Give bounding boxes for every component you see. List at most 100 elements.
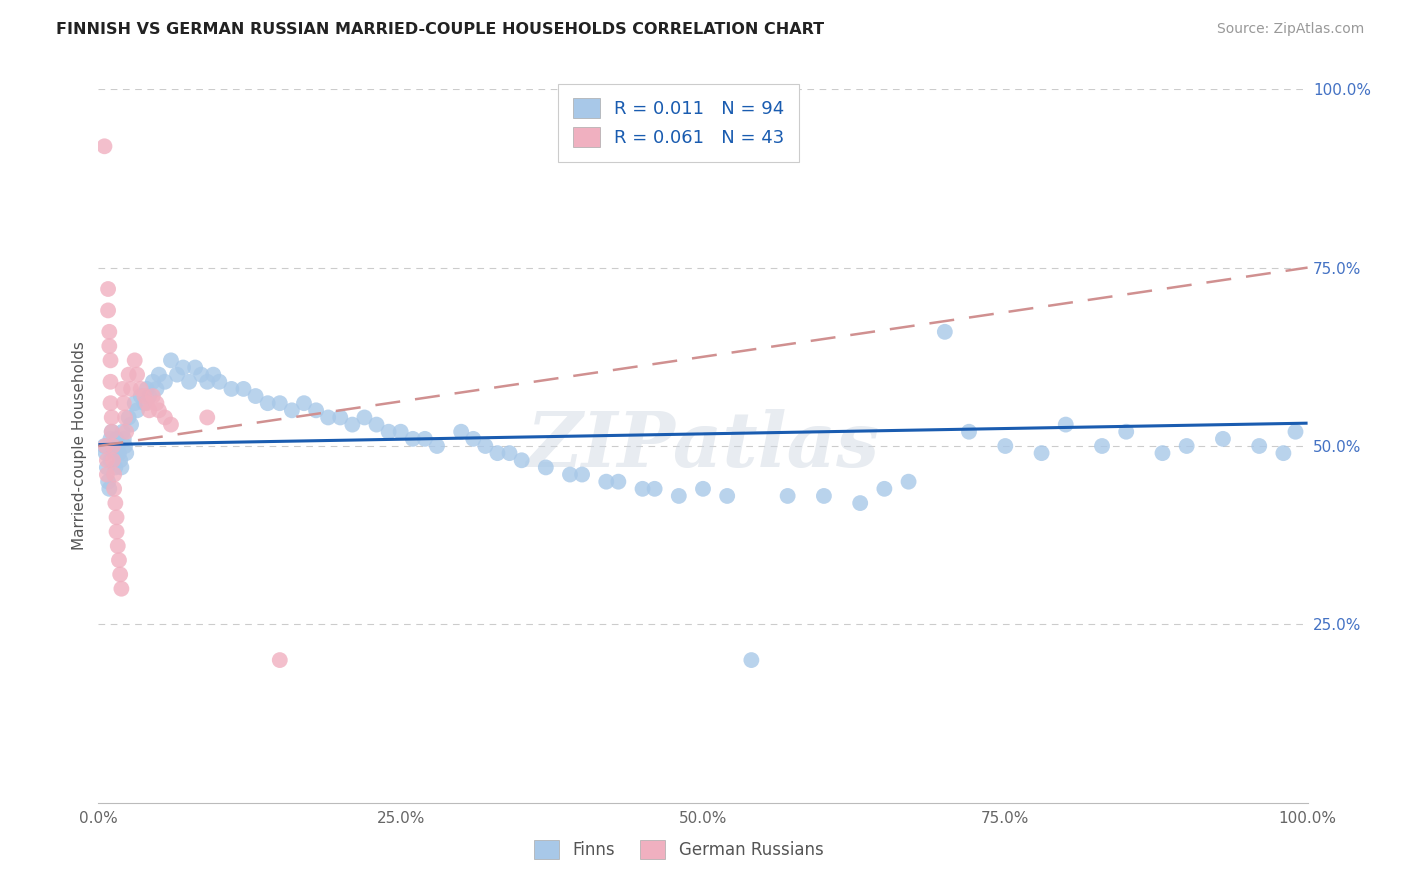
Point [179, 375, 201, 389]
Point [94, 446, 117, 460]
Point [96, 467, 118, 482]
Point [118, 410, 141, 425]
Point [1115, 425, 1137, 439]
Point [101, 439, 124, 453]
Point [377, 425, 399, 439]
Point [607, 475, 630, 489]
Point [129, 382, 152, 396]
Point [114, 410, 136, 425]
Point [134, 396, 156, 410]
Point [98, 325, 121, 339]
Point [97, 303, 120, 318]
Point [100, 425, 122, 439]
Point [101, 453, 124, 467]
Point [97, 282, 120, 296]
Point [110, 460, 132, 475]
Point [305, 403, 328, 417]
Point [644, 482, 666, 496]
Point [172, 360, 194, 375]
Point [145, 382, 167, 396]
Point [208, 375, 231, 389]
Point [450, 425, 472, 439]
Point [103, 446, 125, 460]
Point [103, 482, 125, 496]
Point [118, 368, 141, 382]
Point [1272, 446, 1295, 460]
Point [256, 396, 278, 410]
Point [558, 467, 581, 482]
Point [184, 360, 207, 375]
Point [107, 539, 129, 553]
Point [134, 389, 156, 403]
Point [389, 425, 412, 439]
Legend: Finns, German Russians: Finns, German Russians [527, 834, 830, 866]
Point [153, 410, 176, 425]
Point [1091, 439, 1114, 453]
Point [190, 368, 212, 382]
Point [148, 368, 170, 382]
Point [342, 417, 364, 432]
Point [1175, 439, 1198, 453]
Point [498, 446, 520, 460]
Point [100, 353, 122, 368]
Point [112, 396, 135, 410]
Point [849, 496, 872, 510]
Y-axis label: Married-couple Households: Married-couple Households [72, 342, 87, 550]
Point [195, 410, 218, 425]
Point [93, 439, 115, 453]
Point [269, 653, 291, 667]
Point [108, 553, 131, 567]
Point [112, 432, 135, 446]
Point [166, 368, 188, 382]
Point [776, 489, 799, 503]
Point [100, 425, 122, 439]
Point [1249, 439, 1271, 453]
Point [129, 389, 152, 403]
Point [1284, 425, 1306, 439]
Point [486, 446, 509, 460]
Text: Source: ZipAtlas.com: Source: ZipAtlas.com [1216, 22, 1364, 37]
Point [571, 467, 593, 482]
Point [153, 375, 176, 389]
Point [897, 475, 920, 489]
Point [115, 446, 138, 460]
Point [111, 425, 134, 439]
Point [631, 482, 654, 496]
Point [108, 453, 131, 467]
Point [105, 432, 128, 446]
Point [100, 453, 122, 467]
Point [316, 410, 339, 425]
Point [96, 453, 118, 467]
Point [221, 382, 243, 396]
Point [98, 482, 121, 496]
Point [148, 403, 170, 417]
Point [692, 482, 714, 496]
Point [329, 410, 352, 425]
Point [138, 403, 160, 417]
Point [145, 396, 167, 410]
Text: FINNISH VS GERMAN RUSSIAN MARRIED-COUPLE HOUSEHOLDS CORRELATION CHART: FINNISH VS GERMAN RUSSIAN MARRIED-COUPLE… [56, 22, 824, 37]
Point [402, 432, 425, 446]
Point [127, 403, 149, 417]
Point [463, 432, 485, 446]
Point [813, 489, 835, 503]
Point [96, 460, 118, 475]
Text: ZIPatlas: ZIPatlas [526, 409, 880, 483]
Point [269, 396, 291, 410]
Point [104, 460, 127, 475]
Point [142, 375, 165, 389]
Point [103, 467, 125, 482]
Point [100, 410, 122, 425]
Point [281, 403, 304, 417]
Point [127, 368, 149, 382]
Point [957, 425, 980, 439]
Point [716, 489, 738, 503]
Point [110, 582, 132, 596]
Point [111, 382, 134, 396]
Point [142, 389, 165, 403]
Point [135, 396, 157, 410]
Point [245, 389, 267, 403]
Point [107, 439, 129, 453]
Point [115, 425, 138, 439]
Point [97, 475, 120, 489]
